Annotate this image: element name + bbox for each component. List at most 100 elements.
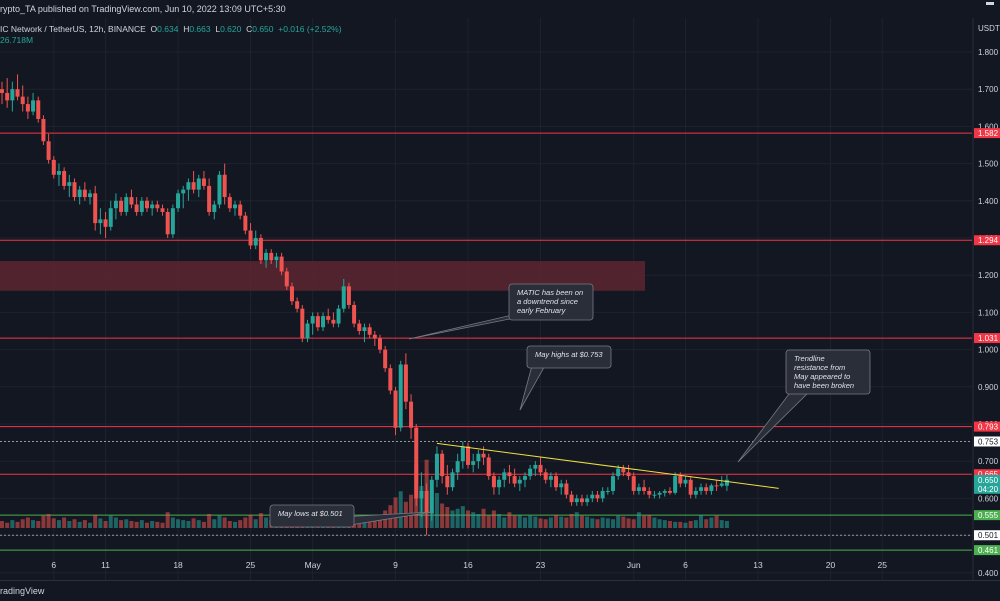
- candle-body: [93, 193, 98, 224]
- volume-bar: [621, 516, 626, 528]
- candle-body: [434, 453, 439, 480]
- callout-text: early February: [517, 306, 567, 315]
- volume-bar: [160, 522, 165, 528]
- price-tag-bg: [974, 421, 1000, 432]
- candle-body: [196, 178, 201, 190]
- volume-bar: [543, 519, 548, 528]
- annotation-callout: MATIC has been ona downtrend sinceearly …: [408, 283, 594, 340]
- candle-body: [321, 316, 326, 328]
- volume-bar: [512, 515, 517, 528]
- volume-bar: [569, 514, 574, 528]
- volume-bar: [460, 506, 465, 528]
- volume-bar: [688, 521, 693, 528]
- volume-bar: [564, 517, 569, 528]
- candle-body: [403, 364, 408, 402]
- high-value: 0.663: [189, 24, 211, 34]
- time-tick-label: 25: [878, 560, 888, 570]
- volume-bar: [590, 518, 595, 528]
- candle-body: [5, 92, 10, 101]
- candle-body: [481, 453, 486, 458]
- volume-bar: [129, 521, 134, 528]
- close-value: 0.650: [252, 24, 274, 34]
- candle-body: [678, 476, 683, 484]
- volume-bar: [165, 512, 170, 528]
- candle-body: [699, 487, 704, 491]
- volume-bar: [642, 515, 647, 528]
- volume-bar: [25, 517, 30, 528]
- volume-bar: [445, 507, 450, 528]
- change-value: +0.016 (+2.52%): [278, 24, 342, 34]
- candle-body: [258, 238, 263, 261]
- volume-bar: [362, 521, 367, 528]
- volume-bar: [51, 518, 56, 528]
- candle-body: [377, 338, 382, 350]
- volume-bar: [103, 521, 108, 528]
- price-tag-bg: [974, 510, 1000, 521]
- candle-body: [393, 390, 398, 428]
- candle-body: [253, 238, 258, 246]
- candle-body: [336, 308, 341, 324]
- candle-body: [559, 483, 564, 488]
- candle-body: [585, 498, 590, 503]
- candle-body: [450, 472, 455, 488]
- callout-text: MATIC has been on: [517, 288, 583, 297]
- price-tag-label: 0.753: [978, 437, 999, 446]
- volume-bar: [538, 518, 543, 528]
- volume-bar: [31, 520, 36, 528]
- callout-text: resistance from: [794, 363, 845, 372]
- candle-body: [409, 401, 414, 428]
- time-tick-label: 23: [536, 560, 546, 570]
- candle-body: [31, 100, 36, 112]
- candle-body: [579, 498, 584, 503]
- candle-body: [72, 182, 77, 198]
- price-tag-label: 0.665: [978, 470, 999, 479]
- candle-body: [574, 498, 579, 503]
- volume-bar: [253, 519, 258, 528]
- tradingview-logo[interactable]: radingView: [0, 586, 45, 596]
- candle-body: [289, 286, 294, 302]
- candle-body: [176, 193, 181, 209]
- volume-bar: [719, 520, 724, 528]
- candle-body: [10, 89, 15, 101]
- volume-bar: [585, 516, 590, 528]
- candle-body: [233, 204, 238, 209]
- price-tag-bg: [974, 333, 1000, 344]
- candle-body: [217, 174, 222, 205]
- annotation-callout: May highs at $0.753: [519, 345, 612, 411]
- volume-bar: [119, 520, 124, 528]
- volume-bar: [217, 515, 222, 528]
- chart-grid: [0, 18, 972, 580]
- volume-bar: [626, 518, 631, 528]
- candle-body: [491, 476, 496, 488]
- candle-body: [15, 89, 20, 97]
- price-tag-label: 1.294: [978, 236, 999, 245]
- candle-body: [170, 208, 175, 235]
- volume-bar: [62, 517, 67, 528]
- volume-bar: [683, 522, 688, 528]
- volume-value: 26.718M: [0, 35, 34, 45]
- candle-body: [398, 364, 403, 428]
- horizontal-levels: [0, 132, 972, 551]
- volume-bar: [20, 519, 25, 528]
- volume-bar: [673, 521, 678, 528]
- candle-body: [191, 182, 196, 190]
- candle-body: [616, 468, 621, 477]
- volume-bar: [616, 515, 621, 528]
- callout-text: Trendline: [794, 354, 825, 363]
- candle-body: [652, 494, 657, 496]
- time-tick-label: 20: [826, 560, 836, 570]
- candle-body: [36, 100, 41, 119]
- menu-icon[interactable]: [986, 2, 994, 5]
- candle-body: [284, 271, 289, 287]
- time-axis: 6 11 18 25 May 9 16 23 Jun 6 13 20 25: [51, 560, 887, 570]
- callout-pointer: [519, 361, 548, 411]
- volume-bar: [196, 520, 201, 528]
- callout-box: [269, 504, 355, 528]
- volume-bar: [181, 520, 186, 528]
- callout-text: May appeared to: [794, 372, 850, 381]
- candle-body: [108, 208, 113, 227]
- candle-body: [569, 494, 574, 503]
- candle-body: [326, 316, 331, 320]
- candle-body: [724, 479, 729, 486]
